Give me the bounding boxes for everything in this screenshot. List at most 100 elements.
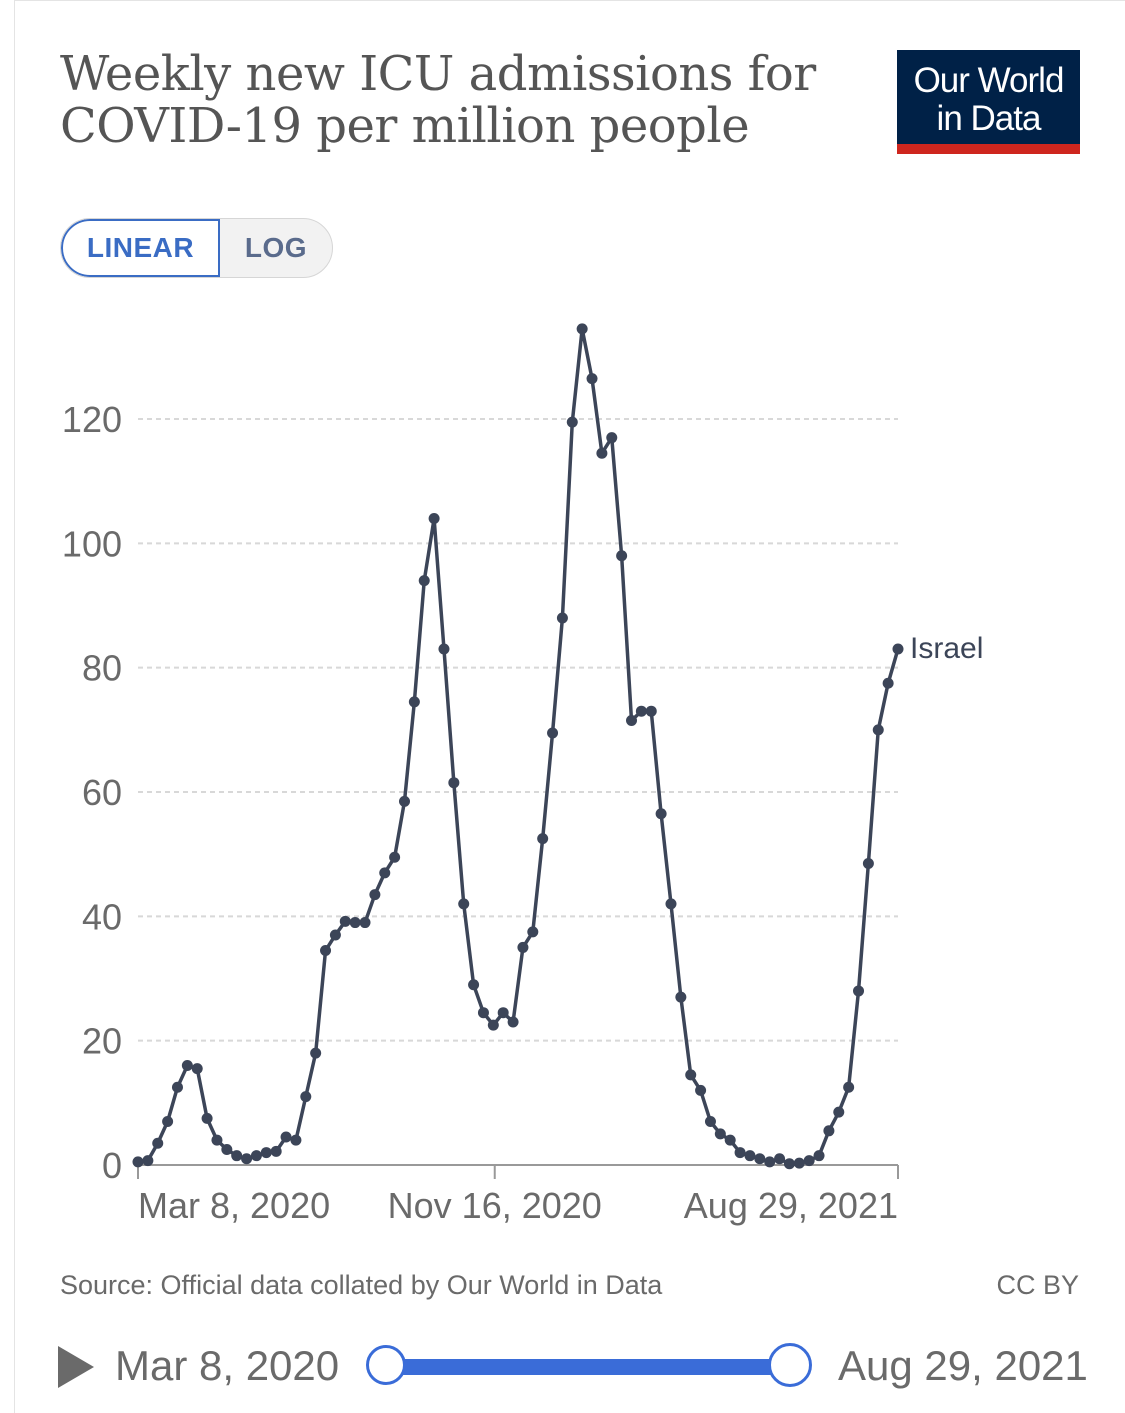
y-axis: 0 20 40 60 80 100 120 [62,399,122,1186]
log-scale-button[interactable]: LOG [244,232,308,263]
data-point [833,1106,845,1118]
data-point [250,1150,262,1162]
data-point [576,323,588,335]
data-point [823,1125,835,1137]
license-link[interactable]: CC BY [996,1270,1079,1300]
owid-logo[interactable]: Our World in Data [897,50,1080,154]
data-point [448,777,460,789]
y-tick-label: 60 [82,772,122,813]
data-point [300,1091,312,1103]
data-point [803,1155,815,1167]
y-tick-label: 120 [62,399,122,440]
data-point [892,643,904,655]
data-point [270,1145,282,1157]
x-tick-labels: Mar 8, 2020 Nov 16, 2020 Aug 29, 2021 [138,1185,898,1226]
data-point [152,1137,164,1149]
data-point [142,1155,154,1167]
data-point [132,1156,144,1168]
data-point [655,808,667,820]
series-label-israel: Israel [910,632,983,665]
linear-scale-button[interactable]: LINEAR [61,219,220,277]
data-point [724,1134,736,1146]
data-point [635,705,647,717]
data-point [517,941,529,953]
data-point [389,851,401,863]
data-point [695,1084,707,1096]
data-point [379,867,391,879]
timeline-range-track[interactable] [386,1359,790,1375]
data-point [853,985,865,997]
data-point [369,889,381,901]
data-point [408,696,420,708]
data-point [497,1007,509,1019]
data-point [191,1063,203,1075]
data-point [290,1134,302,1146]
data-point [862,858,874,870]
data-point [181,1060,193,1072]
data-point [616,550,628,562]
data-point [586,373,598,385]
data-point [566,416,578,428]
source-note: Source: Official data collated by Our Wo… [60,1270,663,1300]
data-point [310,1047,322,1059]
data-point [468,979,480,991]
data-point [813,1150,825,1162]
y-tick-label: 0 [102,1145,122,1186]
data-point [783,1158,795,1170]
x-tick-label: Mar 8, 2020 [138,1185,330,1226]
timeline: Mar 8, 2020 Aug 29, 2021 [0,1330,1125,1405]
y-tick-label: 40 [82,896,122,937]
data-point [606,432,618,444]
data-point [537,833,549,845]
timeline-end-handle[interactable] [768,1343,812,1387]
y-tick-label: 80 [82,648,122,689]
logo-line-2: in Data [936,99,1042,138]
data-point [477,1007,489,1019]
timeline-end-label: Aug 29, 2021 [838,1342,1088,1389]
data-point [162,1115,174,1127]
data-point [260,1147,272,1159]
data-point [843,1081,855,1093]
line-chart: 0 20 40 60 80 100 120 Mar 8, 2020 Nov 16, 2020 A… [62,323,983,1226]
data-point [329,929,341,941]
data-point [704,1115,716,1127]
data-point [231,1150,243,1162]
data-point [793,1157,805,1169]
data-point [754,1153,766,1165]
israel-line [137,327,900,1166]
data-point [527,926,539,938]
data-point [872,724,884,736]
data-point [744,1150,756,1162]
data-point [487,1019,499,1031]
data-point [665,898,677,910]
x-axis [137,1164,899,1179]
data-point [626,715,638,727]
data-point [507,1016,519,1028]
x-tick-label: Aug 29, 2021 [684,1185,898,1226]
data-point [645,705,657,717]
data-point [320,945,332,957]
data-point [438,643,450,655]
scale-toggle: LINEAR LOG [60,218,333,278]
gridlines [138,418,898,1042]
data-point [280,1131,292,1143]
data-point [171,1081,183,1093]
data-point [339,915,351,927]
data-point [211,1134,223,1146]
x-tick-label: Nov 16, 2020 [388,1185,602,1226]
timeline-start-handle[interactable] [366,1345,406,1385]
data-point [556,612,568,624]
data-point [349,917,361,929]
timeline-start-label: Mar 8, 2020 [115,1342,340,1389]
data-point [596,447,608,459]
data-point [221,1143,233,1155]
data-point [458,898,470,910]
data-point [734,1147,746,1159]
logo-line-1: Our World [913,61,1065,100]
play-icon[interactable] [58,1346,94,1388]
chart-title: Weekly new ICU admissions for COVID-19 p… [60,46,816,154]
data-point [675,991,687,1003]
data-point [201,1112,213,1124]
data-point [428,512,440,524]
y-tick-label: 20 [82,1021,122,1062]
